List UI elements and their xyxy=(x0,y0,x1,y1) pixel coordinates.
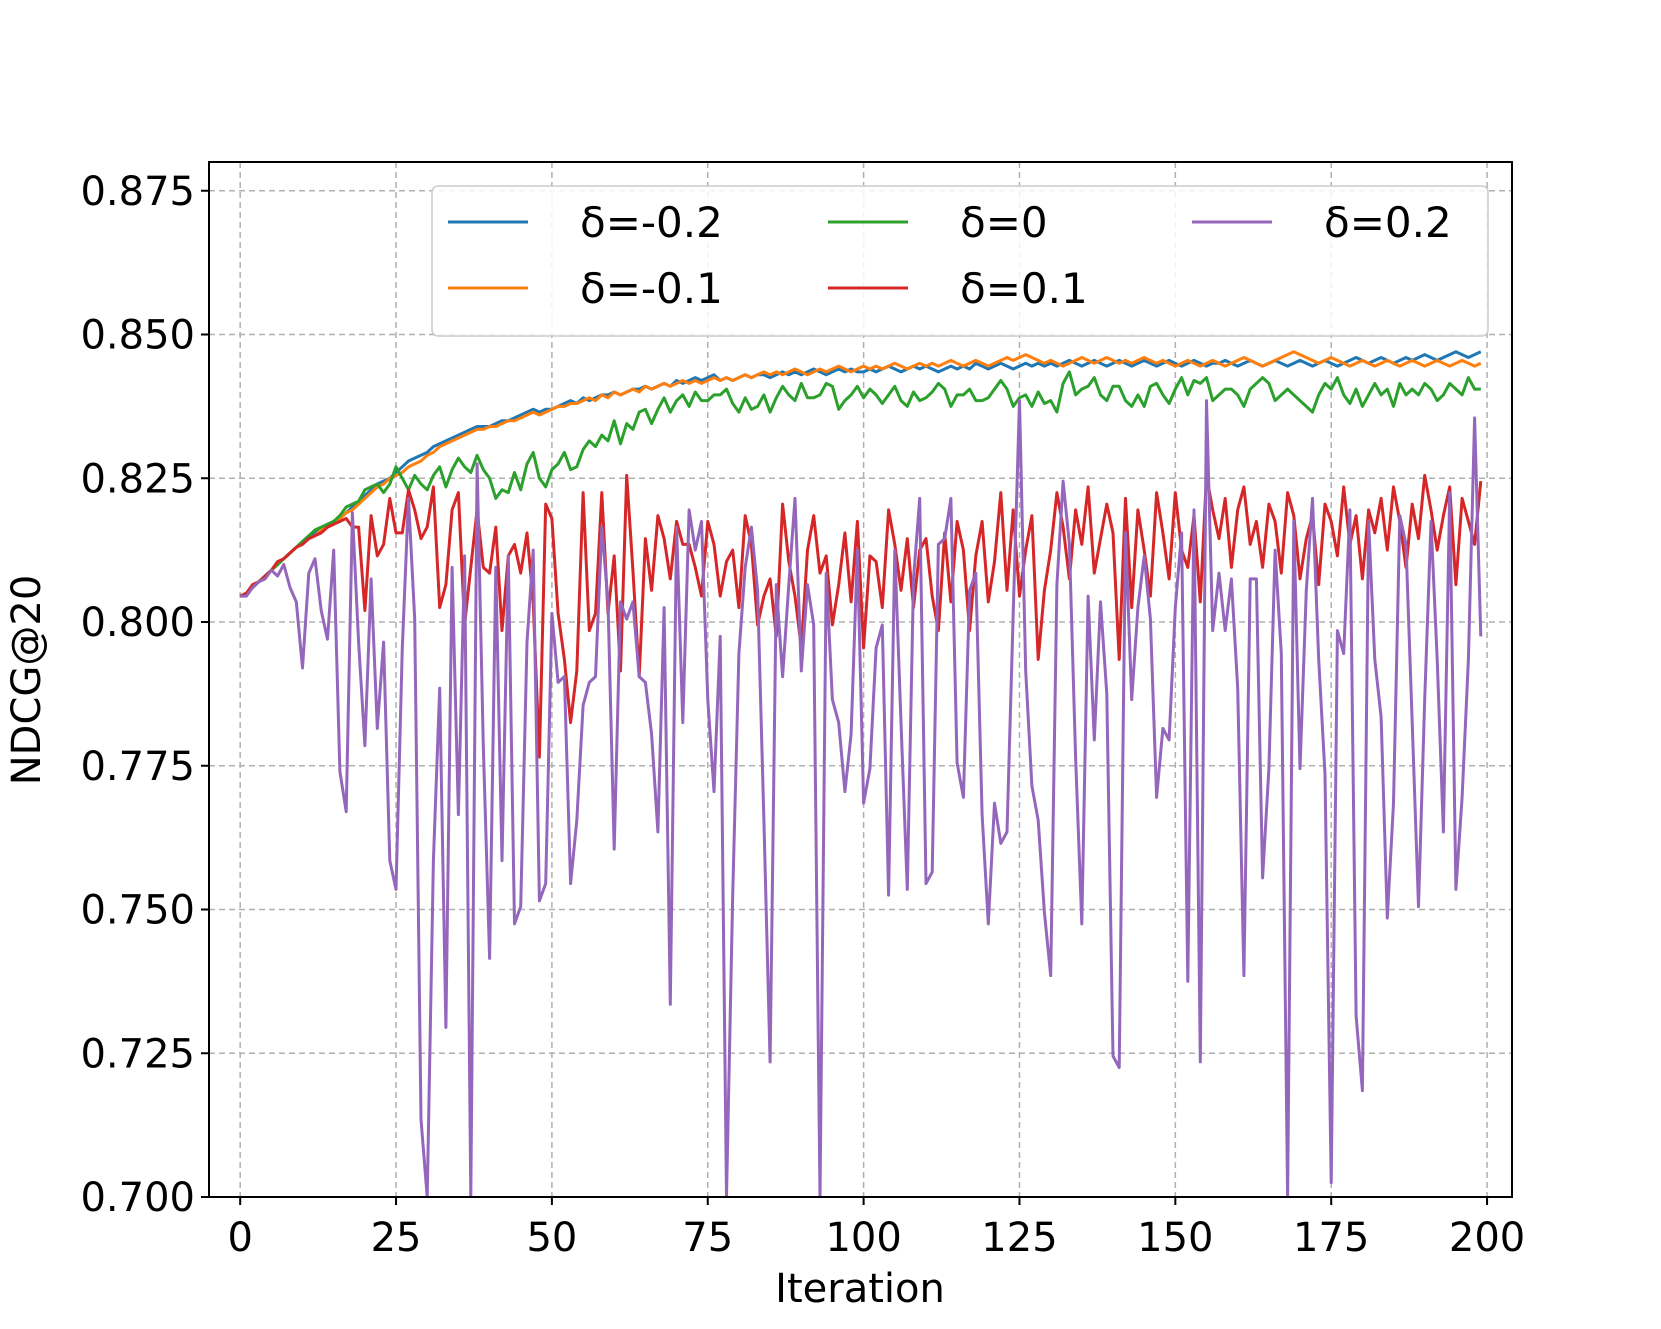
series-line-3 xyxy=(239,473,1483,759)
legend-label: δ=-0.2 xyxy=(580,198,723,247)
x-tick-label: 100 xyxy=(825,1215,901,1261)
series-layer xyxy=(239,350,1483,1197)
x-tick-label: 50 xyxy=(526,1215,577,1261)
legend-label: δ=0.2 xyxy=(1324,198,1452,247)
y-tick-label: 0.725 xyxy=(80,1031,195,1077)
y-tick-label: 0.825 xyxy=(80,456,195,502)
x-tick-label: 0 xyxy=(227,1215,252,1261)
x-axis: 0 25 50 75 100 125 150 175 200 xyxy=(227,1197,1525,1261)
legend-label: δ=0.1 xyxy=(960,264,1088,313)
series-line-4 xyxy=(240,399,1483,1197)
y-axis-label: NDCG@20 xyxy=(4,575,50,786)
x-tick-label: 75 xyxy=(682,1215,733,1261)
x-tick-label: 125 xyxy=(981,1215,1057,1261)
legend-label: δ=0 xyxy=(960,198,1048,247)
series-line-1 xyxy=(239,350,1482,598)
legend: δ=-0.2 δ=-0.1 δ=0 δ=0.1 δ=0.2 xyxy=(431,185,1489,337)
legend-label: δ=-0.1 xyxy=(580,264,723,313)
y-tick-label: 0.800 xyxy=(80,600,195,646)
y-axis: 0.700 0.725 0.750 0.775 0.800 0.825 0.850 0.875 xyxy=(80,169,209,1221)
y-tick-label: 0.850 xyxy=(80,313,195,359)
y-tick-label: 0.875 xyxy=(80,169,195,215)
y-tick-label: 0.700 xyxy=(80,1175,195,1221)
y-tick-label: 0.775 xyxy=(80,744,195,790)
x-tick-label: 200 xyxy=(1449,1215,1525,1261)
plot-frame xyxy=(208,161,1513,1198)
y-tick-label: 0.750 xyxy=(80,888,195,934)
x-tick-label: 25 xyxy=(371,1215,422,1261)
x-axis-label: Iteration xyxy=(775,1266,945,1312)
x-tick-label: 150 xyxy=(1137,1215,1213,1261)
x-tick-label: 175 xyxy=(1293,1215,1369,1261)
series-line-2 xyxy=(239,370,1481,598)
